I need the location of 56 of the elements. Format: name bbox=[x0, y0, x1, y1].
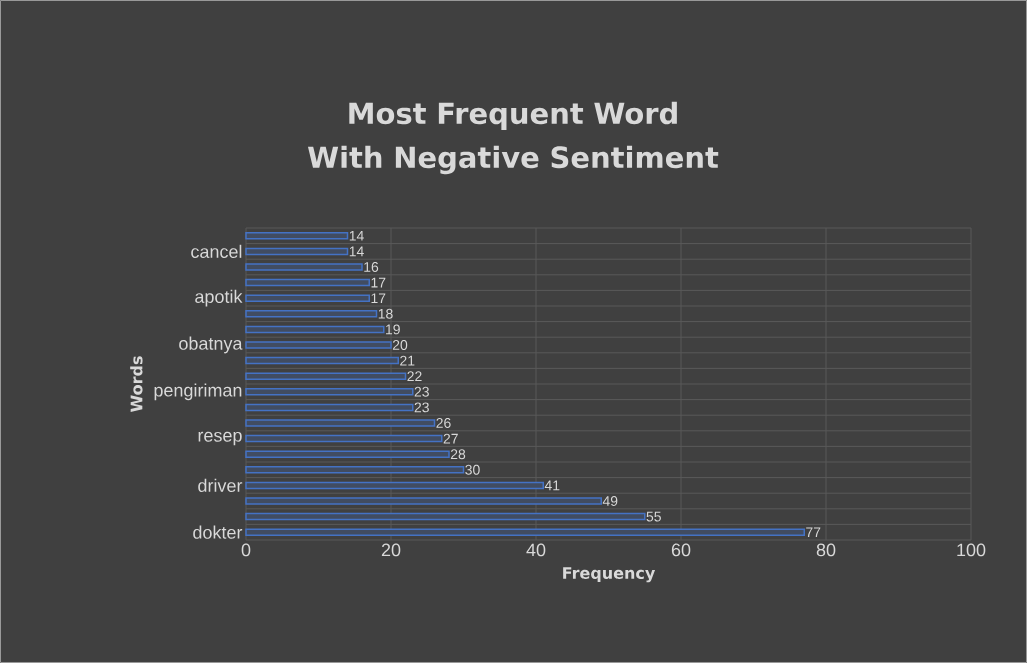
data-label: 18 bbox=[378, 308, 393, 319]
data-label: 30 bbox=[465, 464, 480, 475]
data-label: 21 bbox=[400, 355, 415, 366]
bar bbox=[245, 497, 602, 505]
x-tick-label: 100 bbox=[957, 543, 986, 557]
bar bbox=[245, 232, 349, 240]
y-tick-label: apotik bbox=[195, 289, 243, 307]
y-tick-label: pengiriman bbox=[154, 383, 242, 401]
bar bbox=[245, 419, 436, 427]
x-tick-label: 0 bbox=[241, 543, 251, 557]
x-tick-label: 40 bbox=[526, 543, 546, 557]
data-label: 17 bbox=[371, 277, 386, 288]
data-label: 22 bbox=[407, 371, 422, 382]
bar bbox=[245, 356, 400, 365]
data-label: 41 bbox=[544, 480, 560, 491]
bar bbox=[245, 263, 363, 271]
bar bbox=[245, 310, 378, 318]
data-label: 55 bbox=[646, 511, 661, 522]
data-label: 23 bbox=[414, 402, 429, 413]
x-tick-label: 80 bbox=[816, 543, 836, 557]
data-label: 19 bbox=[386, 324, 400, 335]
y-axis-title: Words bbox=[130, 356, 143, 412]
bar bbox=[245, 403, 414, 412]
data-label: 28 bbox=[450, 449, 466, 460]
y-tick-label: cancel bbox=[191, 244, 242, 258]
bar bbox=[245, 278, 371, 287]
data-label: 26 bbox=[436, 418, 451, 428]
data-label: 17 bbox=[371, 293, 386, 304]
data-label: 14 bbox=[349, 230, 364, 241]
bar bbox=[245, 450, 450, 458]
data-label: 77 bbox=[806, 527, 821, 538]
bar bbox=[245, 341, 392, 349]
data-label: 23 bbox=[414, 386, 429, 397]
bar bbox=[245, 247, 349, 256]
bar bbox=[245, 434, 443, 443]
bar bbox=[245, 388, 414, 396]
data-label: 20 bbox=[392, 340, 408, 350]
x-tick-label: 20 bbox=[381, 543, 401, 557]
bar bbox=[245, 481, 545, 490]
y-tick-label: resep bbox=[198, 431, 242, 446]
y-tick-label: dokter bbox=[193, 525, 243, 539]
bar bbox=[245, 466, 465, 474]
x-axis-title: Frequency bbox=[563, 567, 656, 583]
data-label: 49 bbox=[602, 496, 618, 506]
bar bbox=[245, 528, 805, 536]
data-label: 14 bbox=[349, 246, 364, 257]
bar bbox=[245, 325, 385, 334]
bar bbox=[245, 512, 646, 521]
bar bbox=[245, 294, 371, 302]
y-tick-label: driver bbox=[198, 478, 243, 492]
y-tick-label: obatnya bbox=[179, 336, 243, 354]
chart-title: Most Frequent Word With Negative Sentiment bbox=[307, 101, 719, 175]
data-label: 16 bbox=[364, 262, 379, 272]
data-label: 27 bbox=[443, 433, 458, 444]
bar bbox=[245, 372, 407, 380]
x-tick-label: 60 bbox=[671, 543, 691, 557]
